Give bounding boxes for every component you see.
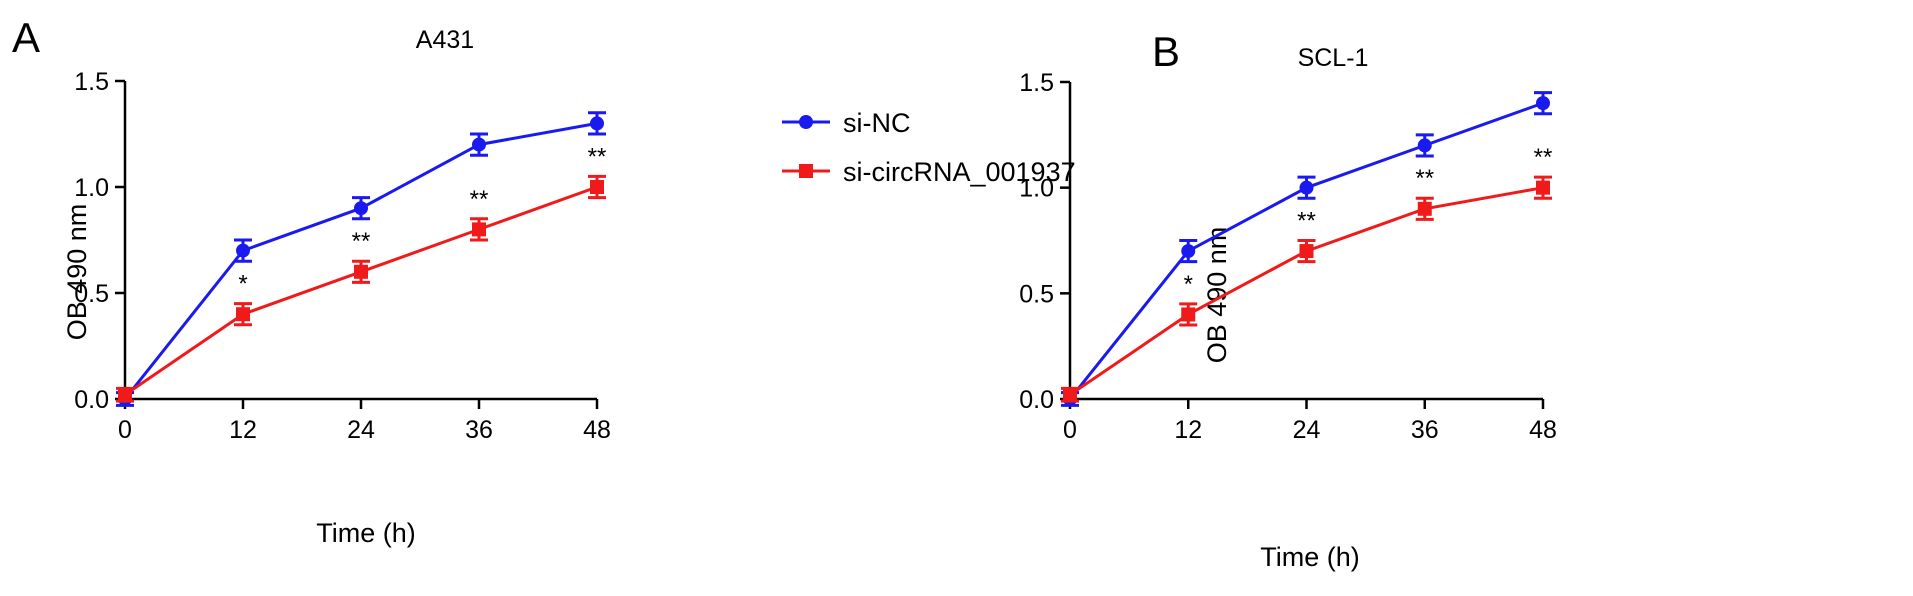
data-point-si-nc-a (354, 201, 368, 216)
data-point-si-circrna-b (1063, 387, 1077, 402)
significance-marker-b: ** (1534, 144, 1553, 171)
data-point-si-nc-b (1299, 180, 1314, 195)
x-tick-label-b: 24 (1293, 416, 1321, 444)
x-tick-label-b: 0 (1063, 416, 1077, 444)
data-point-si-circrna-b (1536, 180, 1550, 195)
plot-area-a: 0.00.51.01.50 12 24 36 48******* (74, 68, 611, 444)
y-tick-label-a: 0.0 (74, 386, 109, 414)
data-point-si-circrna-a (590, 180, 604, 194)
legend-label-si-nc: si-NC (843, 108, 911, 138)
y-tick-label-b: 0.5 (1019, 280, 1054, 308)
significance-marker-a: ** (470, 186, 489, 213)
significance-marker-a: ** (352, 228, 371, 255)
legend-marker-si-circrna (799, 164, 813, 178)
x-tick-label-a: 48 (583, 416, 611, 444)
x-tick-label-b: 12 (1174, 416, 1202, 444)
data-point-si-circrna-b (1417, 201, 1432, 216)
chart-a: A431 OB 490 nm Time (h) 0.0 0.5 1.0 1.5 0 12 2… (62, 26, 611, 548)
legend: si-NC si-circRNA_001937 (782, 108, 1076, 187)
y-axis-label-a: OB 490 nm (62, 204, 92, 341)
legend-marker-si-nc (799, 115, 813, 129)
y-tick-label-b: 1.0 (1019, 175, 1054, 203)
data-point-si-circrna-a (236, 307, 250, 322)
y-tick-label-a: 1.5 (74, 68, 109, 96)
data-point-si-circrna-b (1181, 307, 1196, 322)
y-tick-label-a: 0.5 (74, 280, 109, 308)
data-point-si-nc-a (472, 137, 486, 152)
chart-title-a: A431 (416, 26, 474, 54)
data-point-si-nc-b (1536, 96, 1550, 111)
x-tick-label-a: 24 (347, 416, 375, 444)
chart-b: SCL-1 OB 490 nm Time (h) 0.00.51.01.50 12… (1019, 44, 1557, 572)
data-point-si-nc-a (590, 116, 604, 131)
y-tick-label-b: 0.0 (1019, 386, 1054, 414)
significance-marker-a: ** (588, 143, 607, 170)
data-point-si-nc-b (1417, 138, 1432, 153)
significance-marker-b: ** (1297, 208, 1316, 235)
data-point-si-circrna-a (354, 264, 368, 279)
x-tick-label-b: 36 (1411, 416, 1439, 444)
panel-letter-a: A (12, 14, 40, 61)
data-point-si-nc-a (236, 243, 250, 258)
data-point-si-nc-b (1181, 244, 1196, 259)
x-tick-label-a: 12 (229, 416, 257, 444)
significance-marker-a: * (238, 271, 247, 298)
data-point-si-circrna-a (118, 387, 132, 402)
plot-area-b: 0.00.51.01.50 12 24 36 48******* (1019, 69, 1557, 444)
significance-marker-b: * (1184, 271, 1193, 298)
legend-label-si-circrna: si-circRNA_001937 (843, 157, 1076, 187)
data-point-si-circrna-a (472, 222, 486, 237)
y-tick-label-b: 1.5 (1019, 69, 1054, 97)
x-tick-label-b: 48 (1529, 416, 1557, 444)
x-axis-label-a: Time (h) (316, 518, 416, 548)
y-tick-label-a: 1.0 (74, 174, 109, 202)
x-axis-label-b: Time (h) (1260, 542, 1360, 572)
data-point-si-circrna-b (1299, 244, 1314, 259)
panel-letter-b: B (1152, 28, 1180, 75)
x-tick-label-a: 0 (118, 416, 132, 444)
significance-marker-b: ** (1415, 165, 1434, 192)
chart-title-b: SCL-1 (1298, 44, 1369, 72)
x-tick-label-a: 36 (465, 416, 493, 444)
